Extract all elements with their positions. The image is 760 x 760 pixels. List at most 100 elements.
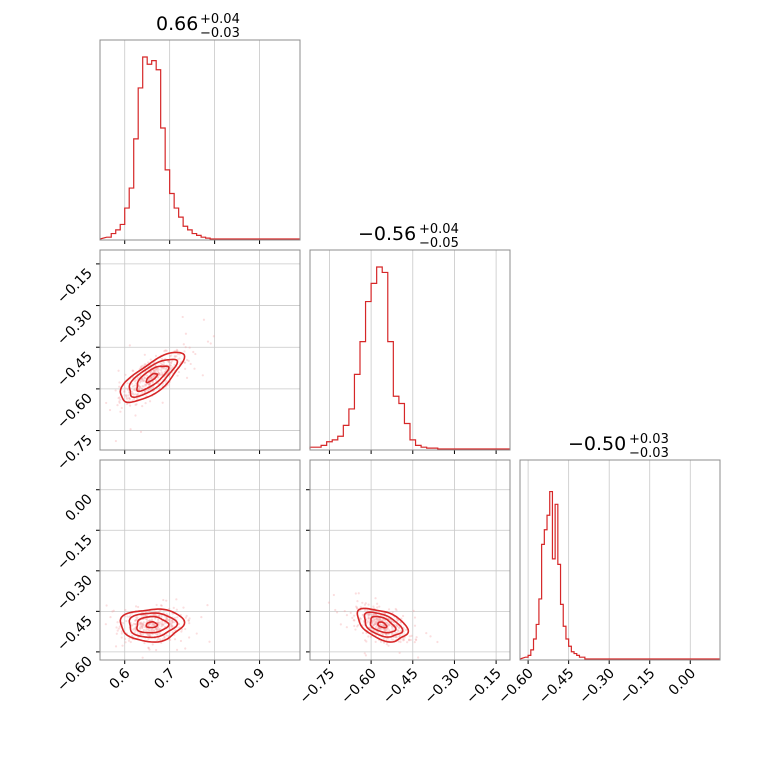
sample-point bbox=[184, 332, 188, 335]
sample-point bbox=[184, 616, 187, 619]
sample-point bbox=[164, 349, 167, 352]
sample-point bbox=[425, 632, 428, 635]
contour-level-1 bbox=[128, 358, 179, 399]
sample-point bbox=[355, 606, 359, 609]
sample-point bbox=[152, 629, 156, 632]
sample-point bbox=[188, 622, 191, 625]
sample-point bbox=[178, 626, 181, 629]
param-1-title: −0.56 bbox=[358, 223, 416, 245]
sample-point bbox=[379, 627, 382, 630]
sample-point bbox=[153, 369, 156, 373]
sample-point bbox=[151, 381, 155, 384]
sample-point bbox=[208, 640, 211, 643]
sample-point bbox=[369, 613, 373, 616]
sample-point bbox=[139, 623, 142, 626]
sample-point bbox=[148, 388, 151, 391]
sample-point bbox=[134, 618, 138, 622]
contour-level-0 bbox=[119, 351, 186, 404]
param-2-title-plus: +0.03 bbox=[629, 432, 669, 447]
sample-point bbox=[126, 397, 129, 401]
sample-point bbox=[370, 622, 374, 625]
sample-point bbox=[124, 608, 127, 612]
sample-point bbox=[118, 396, 121, 399]
contour-level-3 bbox=[145, 621, 159, 629]
sample-point bbox=[134, 623, 137, 626]
sample-point bbox=[392, 638, 395, 642]
sample-point bbox=[135, 618, 139, 621]
sample-point bbox=[155, 627, 158, 630]
x-tick-label: 0.9 bbox=[241, 666, 268, 693]
sample-point bbox=[173, 363, 176, 366]
sample-point bbox=[156, 628, 159, 631]
sample-point bbox=[139, 625, 142, 628]
sample-point bbox=[396, 629, 400, 632]
sample-point bbox=[148, 648, 151, 651]
sample-point bbox=[160, 373, 164, 376]
sample-point bbox=[385, 643, 388, 646]
sample-point bbox=[146, 628, 149, 631]
sample-point bbox=[161, 367, 164, 370]
sample-point bbox=[395, 625, 398, 628]
sample-point bbox=[398, 651, 401, 654]
sample-point bbox=[385, 633, 388, 637]
sample-point bbox=[150, 376, 153, 380]
sample-point bbox=[375, 617, 378, 620]
sample-point bbox=[160, 625, 163, 628]
sample-point bbox=[151, 623, 154, 626]
sample-point bbox=[162, 623, 165, 626]
sample-point bbox=[120, 636, 123, 639]
sample-point bbox=[151, 386, 154, 389]
sample-point bbox=[136, 376, 139, 379]
sample-point bbox=[363, 609, 367, 612]
sample-point bbox=[134, 414, 137, 417]
sample-point bbox=[377, 627, 380, 630]
sample-point bbox=[157, 618, 160, 621]
sample-point bbox=[401, 637, 405, 640]
sample-point bbox=[382, 624, 385, 628]
contours-2-1 bbox=[356, 607, 410, 643]
marginal-histogram-2 bbox=[519, 490, 720, 660]
sample-point bbox=[117, 369, 120, 372]
sample-point bbox=[373, 623, 376, 627]
sample-point bbox=[194, 352, 197, 356]
sample-point bbox=[361, 631, 365, 635]
sample-point bbox=[378, 627, 382, 630]
sample-point bbox=[184, 647, 187, 650]
sample-point bbox=[173, 638, 177, 641]
sample-point bbox=[162, 363, 166, 366]
sample-point bbox=[386, 627, 390, 630]
sample-point bbox=[161, 624, 164, 627]
sample-point bbox=[128, 344, 131, 347]
sample-point bbox=[141, 622, 144, 625]
sample-point bbox=[402, 638, 406, 641]
sample-point bbox=[373, 622, 376, 626]
sample-point bbox=[414, 638, 417, 641]
sample-point bbox=[141, 405, 144, 408]
sample-point bbox=[123, 394, 126, 397]
sample-point bbox=[149, 634, 152, 637]
sample-point bbox=[162, 361, 166, 364]
x-tick-label: −0.45 bbox=[536, 666, 578, 708]
sample-point bbox=[143, 390, 146, 393]
sample-point bbox=[387, 623, 391, 626]
contour-level-2 bbox=[136, 365, 170, 393]
x-tick-label: −0.60 bbox=[338, 666, 380, 708]
sample-point bbox=[134, 388, 137, 392]
sample-point bbox=[115, 632, 118, 635]
sample-point bbox=[154, 368, 157, 372]
sample-point bbox=[161, 401, 164, 404]
sample-point bbox=[141, 626, 144, 629]
sample-point bbox=[165, 617, 169, 620]
sample-point bbox=[133, 380, 136, 383]
sample-point bbox=[193, 367, 196, 370]
sample-point bbox=[127, 391, 131, 394]
sample-point bbox=[180, 630, 183, 633]
sample-point bbox=[192, 350, 195, 354]
sample-point bbox=[394, 635, 397, 639]
sample-point bbox=[376, 602, 379, 605]
sample-point bbox=[147, 361, 150, 364]
sample-point bbox=[363, 603, 367, 606]
sample-point bbox=[144, 629, 147, 632]
sample-point bbox=[179, 639, 183, 643]
sample-point bbox=[394, 607, 397, 611]
